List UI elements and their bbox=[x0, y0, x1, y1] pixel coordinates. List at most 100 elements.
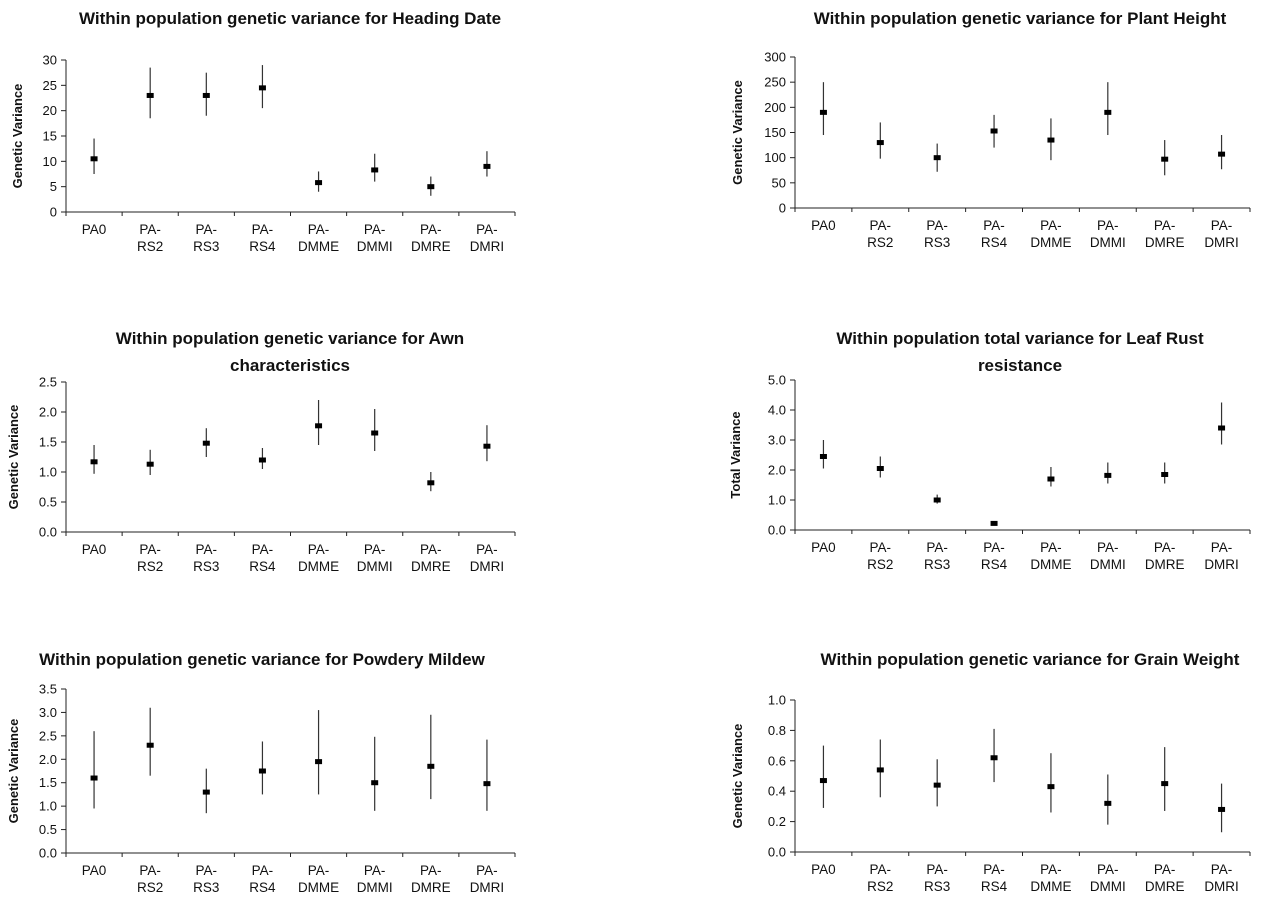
chart-0-category-label-line: PA- bbox=[252, 222, 274, 237]
chart-0-mean-marker bbox=[371, 167, 379, 173]
chart-3-mean-marker bbox=[876, 466, 884, 471]
chart-5-mean-marker bbox=[1047, 784, 1055, 790]
chart-0-y-tick-label: 15 bbox=[43, 129, 57, 144]
chart-1-y-tick-label: 100 bbox=[764, 150, 786, 165]
chart-4-y-tick-label: 1.0 bbox=[39, 799, 57, 814]
chart-3-category-label: PA0 bbox=[811, 540, 836, 555]
chart-4-category-label-line: DMME bbox=[298, 880, 339, 895]
chart-3-mean-marker bbox=[1218, 425, 1226, 431]
chart-5-y-tick-label: 1.0 bbox=[768, 693, 786, 708]
chart-1-mean-marker bbox=[990, 128, 998, 134]
chart-0-y-tick-label: 0 bbox=[50, 205, 57, 220]
chart-2-mean-marker bbox=[427, 480, 435, 486]
chart-3-mean-marker bbox=[1161, 472, 1169, 477]
chart-5-category-label-line: DMMI bbox=[1090, 879, 1126, 894]
chart-3-category-label: PA- RS2 bbox=[867, 540, 893, 572]
chart-4-category-label: PA- RS3 bbox=[193, 863, 219, 895]
chart-1-category-label-line: PA0 bbox=[811, 218, 836, 233]
chart-5-mean-marker bbox=[819, 778, 827, 784]
chart-5-category-label-line: DMME bbox=[1030, 879, 1071, 894]
chart-3-category-label: PA- DMMI bbox=[1090, 540, 1126, 572]
chart-0-mean-marker bbox=[90, 156, 98, 162]
chart-5-category-label: PA- DMMI bbox=[1090, 862, 1126, 894]
chart-3-category-label: PA- DMME bbox=[1030, 540, 1071, 572]
chart-1-category-label-line: PA- bbox=[1097, 218, 1119, 233]
chart-4-y-tick-label: 3.0 bbox=[39, 705, 57, 720]
chart-0-category-label: PA- DMRI bbox=[470, 222, 505, 254]
chart-1-category-label-line: PA- bbox=[926, 218, 948, 233]
chart-5-y-tick-label: 0.6 bbox=[768, 753, 786, 768]
chart-4-mean-marker bbox=[258, 768, 266, 774]
chart-4-y-tick-label: 0.5 bbox=[39, 822, 57, 837]
chart-0-category-label: PA0 bbox=[82, 222, 107, 237]
chart-0-category-label-line: PA- bbox=[139, 222, 161, 237]
chart-4-category-label-line: PA- bbox=[196, 863, 218, 878]
chart-0-mean-marker bbox=[146, 92, 154, 98]
chart-5-y-tick-label: 0.8 bbox=[768, 723, 786, 738]
chart-5-category-label: PA- DMME bbox=[1030, 862, 1071, 894]
chart-3-y-tick-label: 2.0 bbox=[768, 463, 786, 478]
chart-3-category-label-line: PA- bbox=[1040, 540, 1062, 555]
chart-0-mean-marker bbox=[315, 180, 323, 186]
chart-5-category-label-line: PA- bbox=[926, 862, 948, 877]
chart-0-category-label-line: PA- bbox=[196, 222, 218, 237]
chart-1-y-tick-label: 200 bbox=[764, 100, 786, 115]
chart-3-category-label-line: PA- bbox=[870, 540, 892, 555]
chart-0-category-label-line: DMME bbox=[298, 239, 339, 254]
chart-4-y-tick-label: 1.5 bbox=[39, 775, 57, 790]
chart-4-mean-marker bbox=[315, 759, 323, 765]
chart-5-category-label-line: RS2 bbox=[867, 879, 893, 894]
chart-4-category-label-line: RS4 bbox=[249, 880, 276, 895]
chart-5-category-label: PA- DMRI bbox=[1204, 862, 1239, 894]
chart-5-y-axis-title: Genetic Variance bbox=[730, 724, 745, 829]
chart-0-mean-marker bbox=[427, 184, 435, 190]
chart-0-category-label-line: PA- bbox=[420, 222, 442, 237]
chart-5-y-tick-label: 0.0 bbox=[768, 845, 786, 860]
chart-2-category-label: PA- DMME bbox=[298, 542, 339, 574]
chart-1-y-axis-title: Genetic Variance bbox=[730, 80, 745, 185]
chart-0-category-label: PA- DMME bbox=[298, 222, 339, 254]
chart-3-category-label-line: PA- bbox=[1154, 540, 1176, 555]
chart-3-category-label-line: DMRE bbox=[1145, 557, 1185, 572]
chart-0-category-label-line: PA- bbox=[364, 222, 386, 237]
chart-1-category-label-line: PA- bbox=[1154, 218, 1176, 233]
chart-2-y-tick-label: 1.0 bbox=[39, 465, 57, 480]
chart-1-y-tick-label: 150 bbox=[764, 125, 786, 140]
chart-1-y-tick-label: 0 bbox=[779, 201, 786, 216]
chart-4-y-tick-label: 2.5 bbox=[39, 728, 57, 743]
chart-0-mean-marker bbox=[483, 163, 491, 169]
chart-1-category-label-line: RS3 bbox=[924, 235, 950, 250]
chart-1-category-label: PA- DMRI bbox=[1204, 218, 1239, 250]
chart-3-mean-marker bbox=[1104, 472, 1112, 478]
chart-1-mean-marker bbox=[1218, 151, 1226, 157]
chart-1-category-label-line: PA- bbox=[983, 218, 1005, 233]
chart-5-category-label-line: PA- bbox=[1097, 862, 1119, 877]
chart-5-category-label-line: PA- bbox=[1154, 862, 1176, 877]
chart-0-category-label-line: PA0 bbox=[82, 222, 107, 237]
chart-0-category-label-line: PA- bbox=[476, 222, 498, 237]
chart-5-category-label-line: PA- bbox=[1040, 862, 1062, 877]
chart-1-category-label-line: RS2 bbox=[867, 235, 893, 250]
chart-0-category-label: PA- RS2 bbox=[137, 222, 163, 254]
chart-2-category-label-line: PA- bbox=[308, 542, 330, 557]
chart-1-category-label: PA- DMMI bbox=[1090, 218, 1126, 250]
chart-3-mean-marker bbox=[933, 497, 941, 503]
chart-1-category-label-line: DMRI bbox=[1204, 235, 1239, 250]
chart-2-category-label: PA- DMMI bbox=[357, 542, 393, 574]
chart-4-category-label-line: PA- bbox=[476, 863, 498, 878]
chart-4-mean-marker bbox=[371, 780, 379, 786]
chart-4-category-label-line: RS3 bbox=[193, 880, 219, 895]
chart-0-category-label-line: RS3 bbox=[193, 239, 219, 254]
chart-1-mean-marker bbox=[876, 140, 884, 146]
chart-2-mean-marker bbox=[90, 459, 98, 465]
chart-4-category-label-line: DMRE bbox=[411, 880, 451, 895]
chart-2-category-label-line: DMRE bbox=[411, 559, 451, 574]
chart-5-category-label: PA- RS4 bbox=[981, 862, 1008, 894]
chart-2-y-tick-label: 2.0 bbox=[39, 405, 57, 420]
chart-5-category-label-line: RS4 bbox=[981, 879, 1008, 894]
chart-5-category-label-line: PA- bbox=[870, 862, 892, 877]
chart-0-category-label-line: RS2 bbox=[137, 239, 163, 254]
chart-2-y-tick-label: 0.0 bbox=[39, 525, 57, 540]
chart-4-mean-marker bbox=[202, 789, 210, 795]
chart-4-category-label: PA- DMRI bbox=[470, 863, 505, 895]
